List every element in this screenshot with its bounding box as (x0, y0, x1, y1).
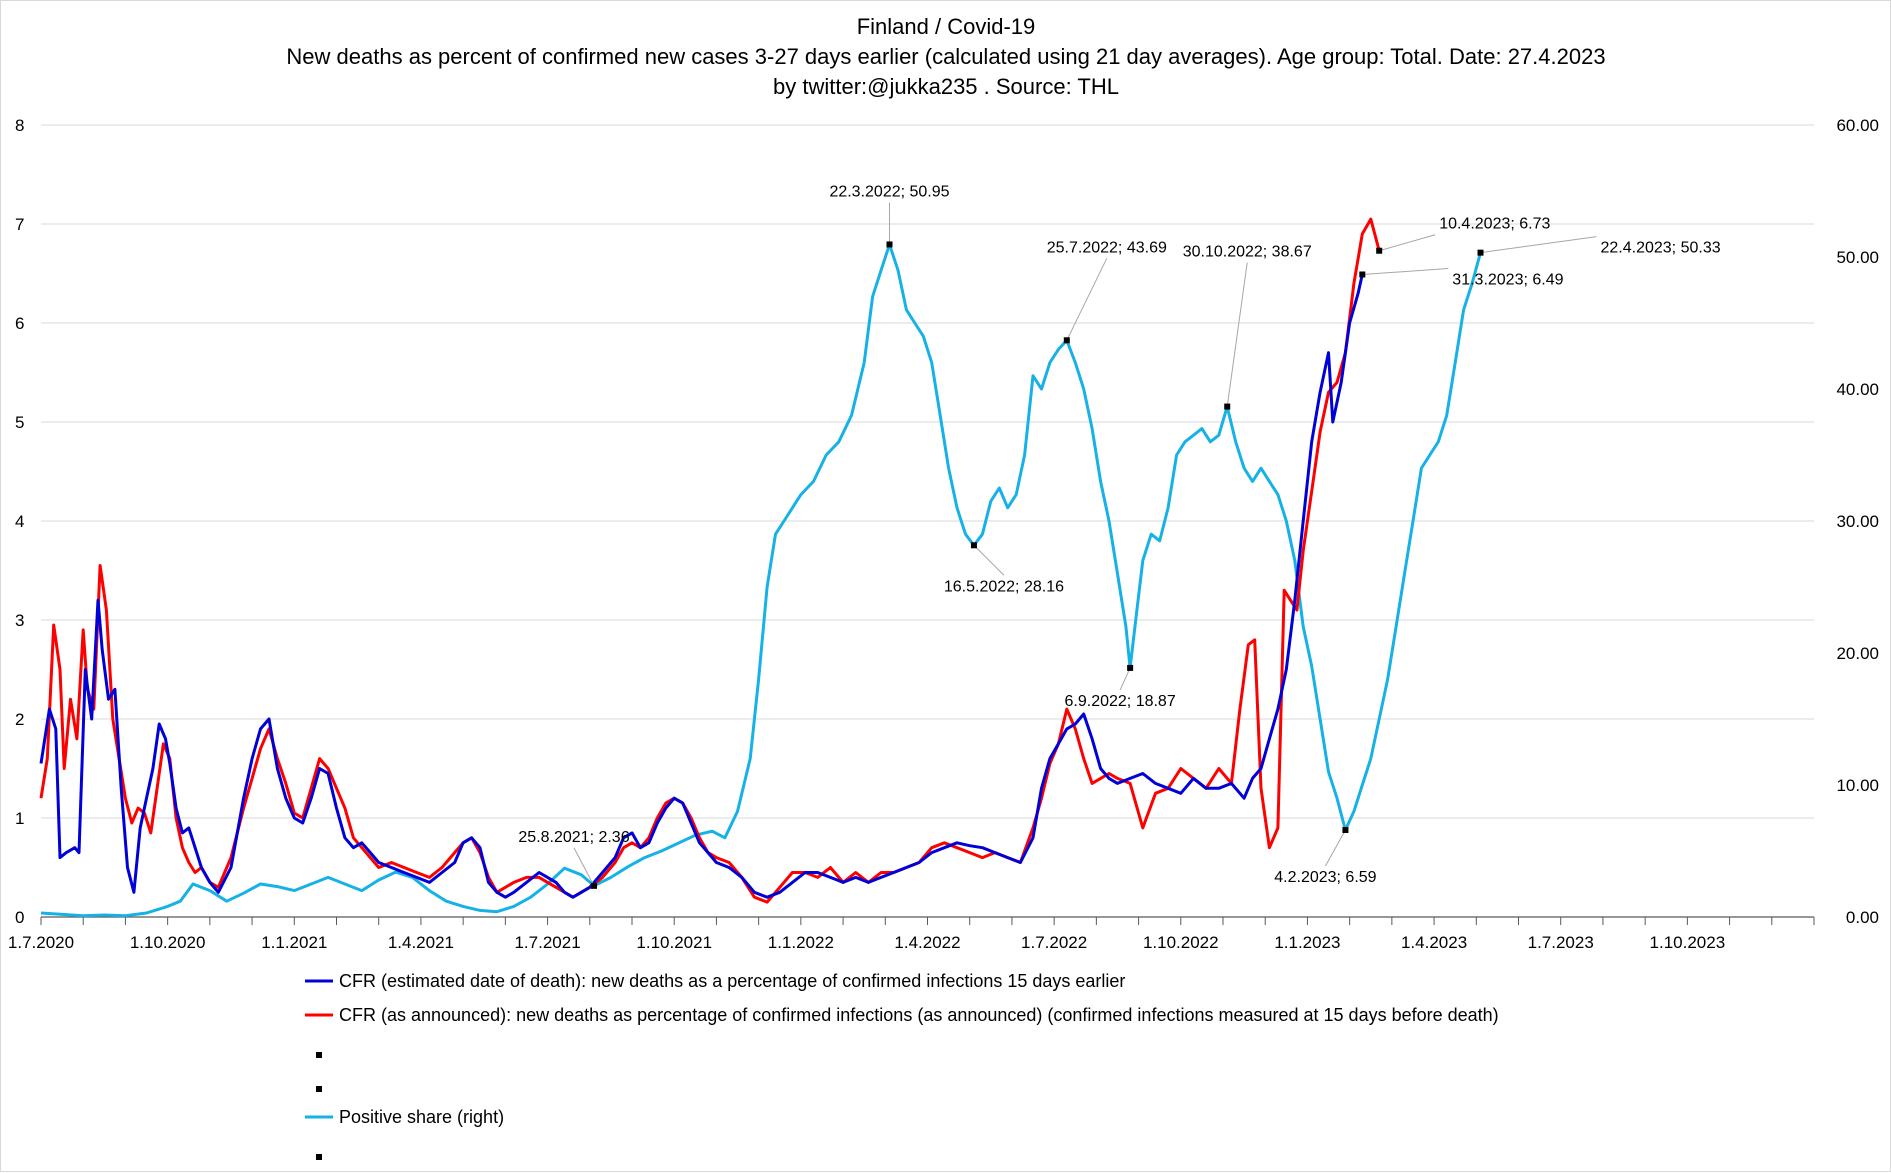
annotation-label: 25.8.2021; 2.36 (518, 829, 629, 846)
legend-swatch-marker (316, 1052, 322, 1058)
chart-subtitle: New deaths as percent of confirmed new c… (286, 44, 1605, 69)
y-right-tick-label: 30.00 (1836, 512, 1879, 531)
annotation-marker (1477, 249, 1484, 256)
chart-titles: Finland / Covid-19 New deaths as percent… (286, 14, 1605, 99)
x-tick-label: 1.4.2022 (894, 933, 960, 952)
x-tick-label: 1.1.2021 (261, 933, 327, 952)
annotation-label: 10.4.2023; 6.73 (1439, 216, 1550, 233)
annotation-marker (1342, 827, 1349, 834)
annotation-marker (1359, 271, 1366, 278)
y-left-tick-label: 1 (15, 809, 24, 828)
annotation-label: 16.5.2022; 28.16 (944, 578, 1064, 595)
annotation-marker (1127, 664, 1134, 671)
annotation-marker (591, 882, 598, 889)
annotation-layer: 25.8.2021; 2.36 22.3.2022; 50.95 16.5.2022… (518, 183, 1721, 889)
annotation-label: 25.7.2022; 43.69 (1047, 239, 1167, 256)
series-line-1 (39, 217, 1381, 904)
legend-label: CFR (as announced): new deaths as percen… (339, 1005, 1499, 1025)
annotation-leader (1362, 267, 1449, 275)
x-tick-label: 1.10.2023 (1650, 933, 1726, 952)
x-tick-label: 1.7.2023 (1528, 933, 1594, 952)
annotation-leader (1066, 258, 1108, 341)
y-left-tick-label: 8 (15, 116, 24, 135)
legend: CFR (estimated date of death): new death… (305, 971, 1499, 1160)
legend-swatch-marker (316, 1154, 322, 1160)
annotation-leader (1324, 829, 1346, 867)
annotation-marker (970, 542, 977, 549)
annotation-marker (886, 241, 893, 248)
annotation-label: 22.4.2023; 50.33 (1601, 240, 1721, 257)
series-line-0 (39, 274, 1364, 899)
x-tick-label: 1.10.2022 (1143, 933, 1219, 952)
y-left-tick-label: 0 (15, 908, 24, 927)
x-tick-label: 1.7.2021 (514, 933, 580, 952)
y-right-tick-label: 60.00 (1836, 116, 1879, 135)
series-line-2 (40, 243, 1482, 918)
annotation-leader (1226, 262, 1248, 407)
y-right-tick-label: 20.00 (1836, 644, 1879, 663)
x-tick-label: 1.10.2021 (636, 933, 712, 952)
axes: 0 1 2 3 4 5 6 7 8 0.00 10.00 20.00 30.00 40.00 50.00 60… (8, 116, 1879, 952)
y-left-tick-label: 5 (15, 413, 24, 432)
grid-lines (41, 124, 1814, 819)
legend-label: CFR (estimated date of death): new death… (339, 971, 1125, 991)
annotation-marker (1376, 247, 1383, 254)
y-left-tick-label: 3 (15, 611, 24, 630)
annotation-leader (1480, 236, 1597, 254)
chart-credit: by twitter:@jukka235 . Source: THL (773, 74, 1119, 99)
annotation-label: 22.3.2022; 50.95 (829, 183, 949, 200)
x-tick-label: 1.10.2020 (130, 933, 206, 952)
legend-swatch-marker (316, 1086, 322, 1092)
annotation-marker (1063, 337, 1070, 344)
x-tick-label: 1.4.2023 (1401, 933, 1467, 952)
y-left-tick-label: 6 (15, 314, 24, 333)
series-layer (39, 217, 1482, 918)
y-left-tick-label: 7 (15, 215, 24, 234)
legend-label: Positive share (right) (339, 1107, 504, 1127)
y-right-tick-label: 50.00 (1836, 248, 1879, 267)
annotation-marker (1224, 403, 1231, 410)
annotation-leader (973, 544, 1005, 576)
y-right-tick-label: 10.00 (1836, 776, 1879, 795)
x-tick-label: 1.1.2023 (1274, 933, 1340, 952)
x-tick-label: 1.7.2022 (1021, 933, 1087, 952)
y-right-tick-label: 40.00 (1836, 380, 1879, 399)
annotation-label: 4.2.2023; 6.59 (1274, 869, 1376, 886)
x-tick-label: 1.1.2022 (768, 933, 834, 952)
annotation-label: 6.9.2022; 18.87 (1065, 693, 1176, 710)
annotation-leader (573, 847, 595, 887)
x-tick-label: 1.7.2020 (8, 933, 74, 952)
y-right-tick-label: 0.00 (1846, 908, 1879, 927)
chart-title: Finland / Covid-19 (857, 14, 1036, 39)
y-left-tick-label: 2 (15, 710, 24, 729)
annotation-leader (1119, 667, 1131, 691)
x-tick-label: 1.4.2021 (388, 933, 454, 952)
annotation-label: 31.3.2023; 6.49 (1452, 271, 1563, 288)
annotation-leader (1379, 234, 1436, 252)
annotation-label: 30.10.2022; 38.67 (1183, 244, 1312, 261)
y-left-tick-label: 4 (15, 512, 24, 531)
